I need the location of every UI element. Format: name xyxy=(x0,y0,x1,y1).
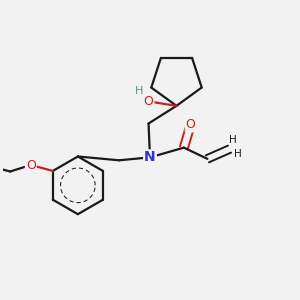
Text: O: O xyxy=(144,95,154,108)
Text: O: O xyxy=(186,118,196,131)
Text: H: H xyxy=(229,135,237,145)
Text: H: H xyxy=(235,149,242,159)
Text: N: N xyxy=(144,150,156,164)
Text: O: O xyxy=(26,158,36,172)
Text: H: H xyxy=(135,86,143,96)
